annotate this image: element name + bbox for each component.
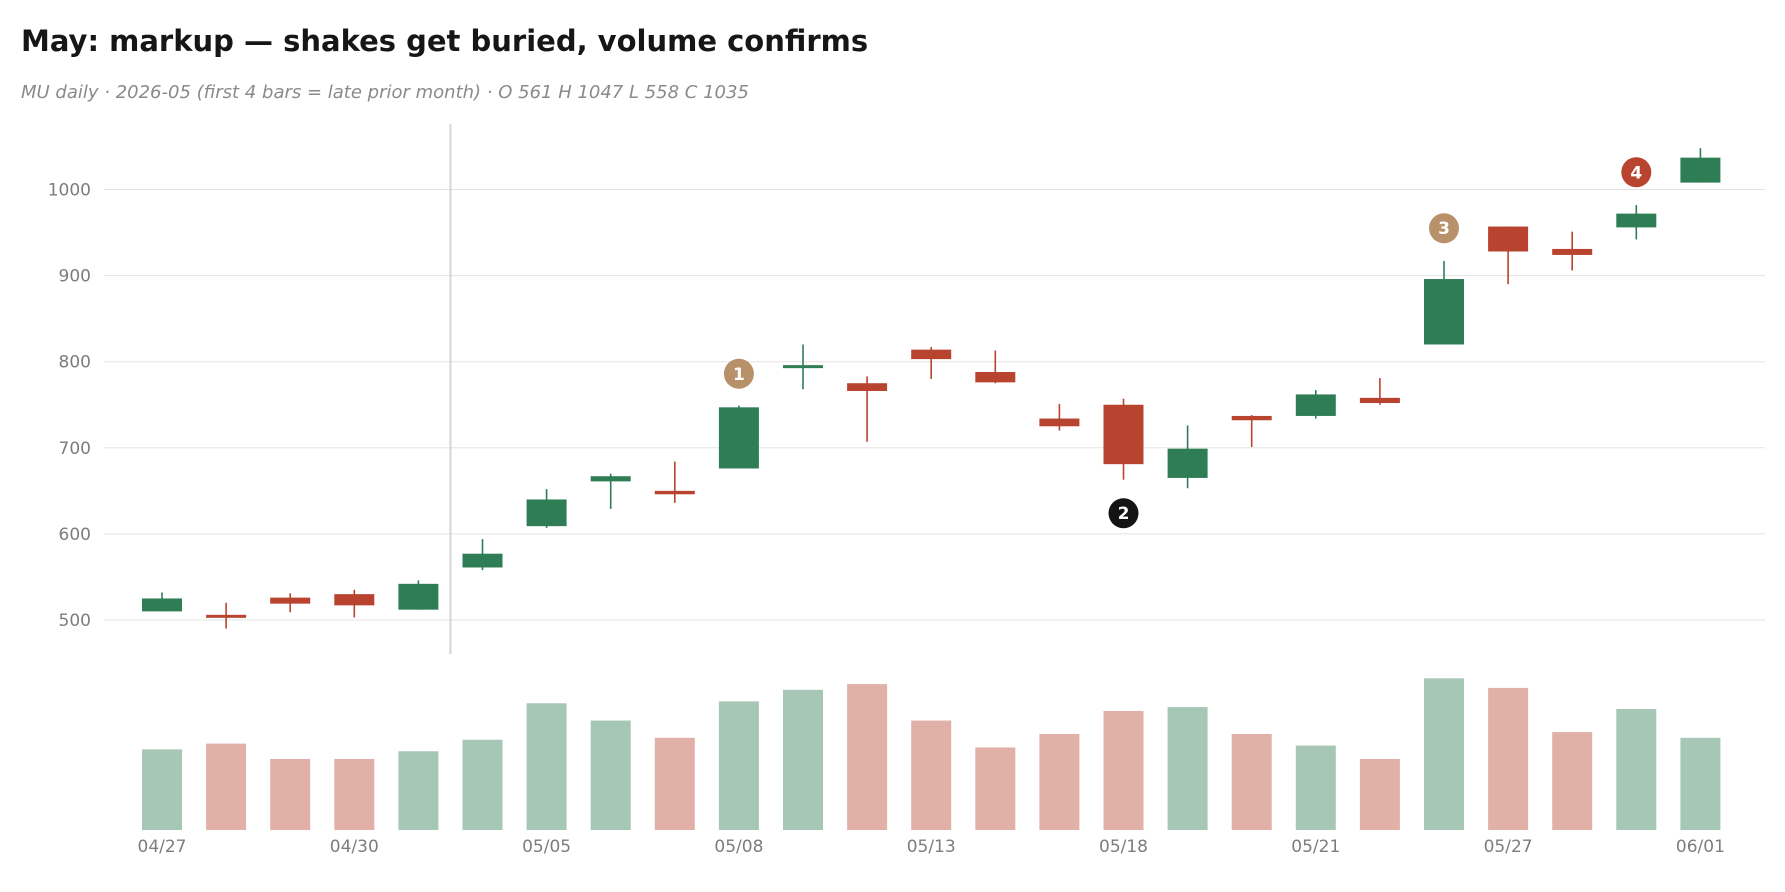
chart-title: May: markup — shakes get buried, volume … bbox=[21, 24, 869, 58]
y-tick-label: 500 bbox=[59, 611, 91, 631]
chart-subtitle: MU daily · 2026-05 (first 4 bars = late … bbox=[21, 82, 749, 103]
annotation-marker: 4 bbox=[1621, 157, 1652, 188]
volume-bar bbox=[142, 749, 182, 830]
candle-body bbox=[911, 349, 952, 360]
annotation-marker-circle bbox=[1621, 157, 1652, 188]
x-tick-label: 04/27 bbox=[138, 837, 187, 857]
volume-bar bbox=[1680, 737, 1721, 830]
candle-body bbox=[462, 553, 503, 568]
y-axis-ticks: 500 600 700 800 900 1000 bbox=[48, 181, 91, 632]
annotation-marker-label: 4 bbox=[1630, 163, 1642, 183]
annotation-marker-label: 3 bbox=[1438, 219, 1450, 239]
x-axis-ticks: 04/27 04/30 05/05 05/08 05/13 05/18 05/21 05/27… bbox=[138, 837, 1725, 857]
candle-body bbox=[718, 407, 759, 469]
volume-bar bbox=[398, 751, 439, 830]
volume-bar bbox=[718, 701, 759, 830]
volume-bar bbox=[462, 739, 503, 830]
volume-bar bbox=[334, 758, 375, 830]
candle-body bbox=[1680, 157, 1721, 183]
candle-body bbox=[398, 583, 439, 610]
x-tick-label: 05/13 bbox=[907, 837, 956, 857]
candle-body bbox=[1295, 394, 1336, 416]
x-tick-label: 05/27 bbox=[1484, 837, 1533, 857]
candle-body bbox=[1231, 415, 1272, 421]
volume-bar bbox=[1488, 687, 1529, 830]
candle-body bbox=[1488, 226, 1529, 252]
candle-body bbox=[783, 365, 823, 369]
volume-bar bbox=[206, 743, 247, 830]
volume-bar bbox=[1231, 734, 1272, 830]
y-tick-label: 1000 bbox=[48, 181, 91, 201]
annotation-marker-label: 1 bbox=[733, 365, 745, 385]
x-tick-label: 05/18 bbox=[1099, 837, 1148, 857]
annotation-marker: 1 bbox=[723, 358, 754, 389]
volume-bar bbox=[1359, 758, 1400, 830]
candle-body bbox=[975, 372, 1016, 383]
volume-bar bbox=[1424, 678, 1464, 830]
volume-bars bbox=[142, 678, 1721, 830]
volume-bar bbox=[1295, 745, 1336, 830]
candle-body bbox=[206, 614, 247, 618]
volume-bar bbox=[783, 689, 823, 830]
volume-bar bbox=[526, 703, 567, 830]
candle-body bbox=[1424, 279, 1464, 345]
volume-bar bbox=[1103, 710, 1144, 830]
grid-lines bbox=[104, 189, 1765, 621]
y-tick-label: 800 bbox=[59, 353, 91, 373]
volume-bar bbox=[1167, 707, 1208, 830]
y-tick-label: 900 bbox=[59, 267, 91, 287]
volume-bar bbox=[654, 737, 695, 830]
y-tick-label: 600 bbox=[59, 525, 91, 545]
candle-body bbox=[1167, 448, 1208, 478]
volume-bar bbox=[1039, 734, 1080, 830]
candle-body bbox=[526, 499, 567, 527]
volume-bar bbox=[590, 720, 631, 830]
annotation-markers: 1 2 3 4 bbox=[723, 157, 1652, 529]
annotation-marker-circle bbox=[1108, 498, 1139, 529]
x-tick-label: 05/21 bbox=[1291, 837, 1340, 857]
volume-bar bbox=[911, 720, 952, 830]
volume-bar bbox=[270, 758, 311, 830]
annotation-marker: 3 bbox=[1429, 213, 1459, 244]
annotation-marker-circle bbox=[723, 358, 754, 389]
candle-body bbox=[1616, 213, 1657, 228]
x-tick-label: 05/05 bbox=[522, 837, 571, 857]
candle-body bbox=[590, 476, 631, 482]
volume-bar bbox=[1552, 732, 1593, 830]
x-tick-label: 06/01 bbox=[1676, 837, 1725, 857]
candle-body bbox=[654, 490, 695, 495]
annotation-marker-label: 2 bbox=[1118, 504, 1130, 524]
candle-body bbox=[847, 383, 888, 391]
candle-body bbox=[1552, 248, 1593, 255]
volume-bar bbox=[847, 684, 888, 830]
volume-bar bbox=[1616, 709, 1657, 830]
candle-body bbox=[334, 594, 375, 606]
annotation-marker-circle bbox=[1429, 213, 1459, 244]
candle-body bbox=[270, 597, 311, 604]
candle-body bbox=[1039, 418, 1080, 427]
annotation-marker: 2 bbox=[1108, 498, 1139, 529]
candle-body bbox=[142, 598, 182, 612]
y-tick-label: 700 bbox=[59, 439, 91, 459]
candle-body bbox=[1359, 397, 1400, 404]
x-tick-label: 04/30 bbox=[330, 837, 379, 857]
price-candles bbox=[142, 148, 1721, 629]
x-tick-label: 05/08 bbox=[714, 837, 763, 857]
volume-bar bbox=[975, 747, 1016, 830]
candle-body bbox=[1103, 404, 1144, 465]
